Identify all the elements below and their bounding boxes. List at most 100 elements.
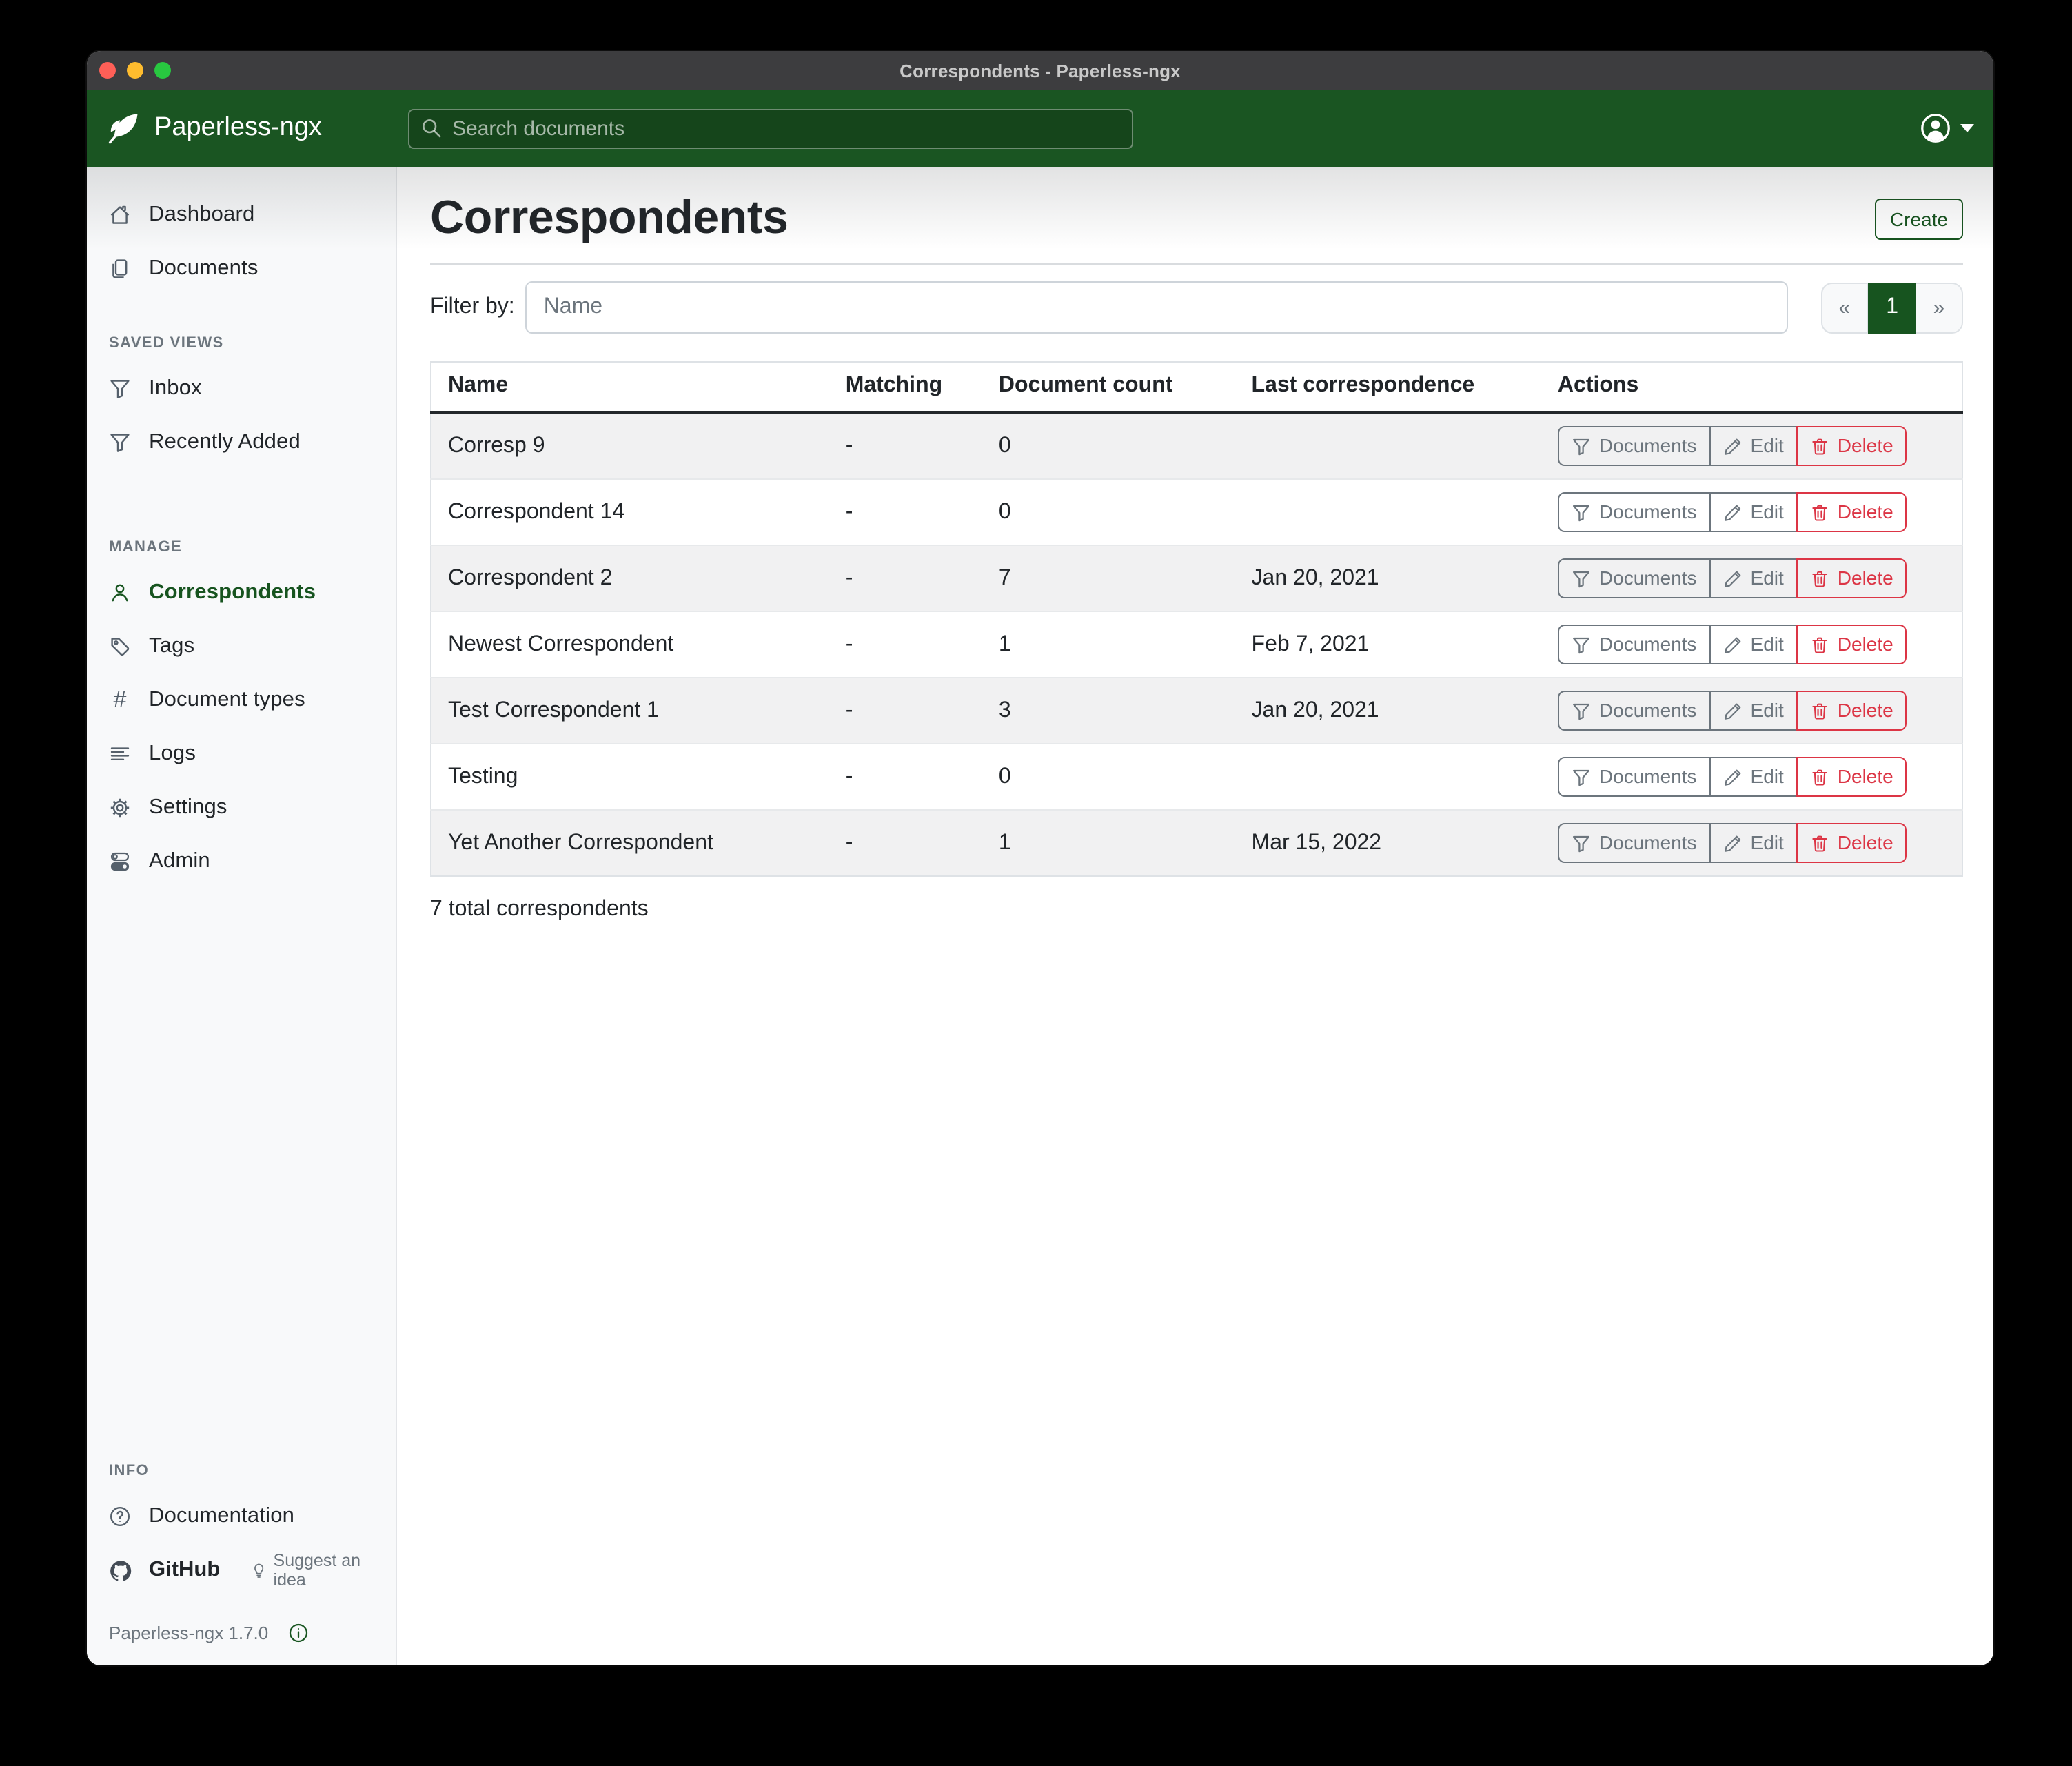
table-row: Correspondent 14 - 0 Documents [431, 479, 1962, 545]
funnel-icon [1572, 701, 1591, 720]
sidebar-item-dashboard[interactable]: Dashboard [87, 194, 396, 236]
documents-button[interactable]: Documents [1557, 823, 1711, 863]
edit-button[interactable]: Edit [1709, 492, 1798, 532]
trash-icon [1810, 767, 1829, 786]
sidebar-item-documentation[interactable]: Documentation [87, 1496, 396, 1537]
top-navbar: Paperless-ngx [87, 90, 1993, 167]
funnel-icon [109, 432, 131, 454]
column-header-matching[interactable]: Matching [829, 362, 982, 414]
zoom-window-button[interactable] [154, 62, 171, 79]
pencil-icon [1723, 569, 1743, 588]
cell-matching: - [845, 566, 853, 589]
documents-button[interactable]: Documents [1557, 625, 1711, 664]
documents-button[interactable]: Documents [1557, 757, 1711, 797]
name-filter-input[interactable] [525, 281, 1788, 334]
sidebar-item-github[interactable]: GitHub [109, 1558, 220, 1583]
brand[interactable]: Paperless-ngx [106, 110, 408, 146]
person-circle-icon [1920, 113, 1951, 143]
user-menu[interactable] [1920, 113, 1974, 143]
info-circle-icon[interactable] [287, 1623, 308, 1643]
cell-document-count: 0 [998, 764, 1011, 788]
sidebar-section-manage: MANAGE [109, 539, 183, 556]
documents-button[interactable]: Documents [1557, 691, 1711, 731]
macos-titlebar: Correspondents - Paperless-ngx [87, 51, 1993, 90]
cell-matching: - [845, 434, 853, 457]
sidebar-item-label: Admin [149, 849, 210, 873]
minimize-window-button[interactable] [127, 62, 143, 79]
column-header-document-count[interactable]: Document count [982, 362, 1235, 414]
sidebar-item-label: Suggest an idea [273, 1551, 361, 1590]
delete-button[interactable]: Delete [1796, 558, 1907, 598]
sidebar-item-label: Inbox [149, 376, 202, 400]
edit-button[interactable]: Edit [1709, 823, 1798, 863]
delete-button[interactable]: Delete [1796, 757, 1907, 797]
documents-button[interactable]: Documents [1557, 426, 1711, 466]
brand-name: Paperless-ngx [154, 113, 322, 142]
sidebar-item-inbox[interactable]: Inbox [87, 368, 396, 409]
column-header-name[interactable]: Name [431, 362, 829, 414]
cell-actions: Documents Edit [1541, 412, 1962, 479]
sidebar-item-label: Correspondents [149, 580, 316, 604]
trash-icon [1810, 833, 1829, 853]
table-row: Newest Correspondent - 1 Feb 7, 2021 Doc… [431, 611, 1962, 678]
filter-row: Filter by: « 1 » [430, 281, 1963, 334]
funnel-icon [1572, 436, 1591, 456]
cell-last-correspondence [1235, 479, 1541, 545]
funnel-icon [109, 378, 131, 400]
delete-button[interactable]: Delete [1796, 625, 1907, 664]
gear-icon [109, 797, 131, 819]
cell-last-correspondence: Jan 20, 2021 [1251, 566, 1379, 589]
edit-button[interactable]: Edit [1709, 558, 1798, 598]
sidebar-item-tags[interactable]: Tags [87, 626, 396, 667]
trash-icon [1810, 635, 1829, 654]
edit-button[interactable]: Edit [1709, 426, 1798, 466]
sidebar-item-documents[interactable]: Documents [87, 248, 396, 290]
window-controls [99, 51, 171, 90]
sidebar-item-logs[interactable]: Logs [87, 733, 396, 775]
table-row: Testing - 0 Documents [431, 744, 1962, 810]
edit-button[interactable]: Edit [1709, 625, 1798, 664]
documents-button[interactable]: Documents [1557, 558, 1711, 598]
pagination-prev-button[interactable]: « [1820, 282, 1869, 333]
hash-icon: # [113, 687, 127, 713]
total-count: 7 total correspondents [430, 897, 649, 921]
column-header-last-correspondence[interactable]: Last correspondence [1235, 362, 1541, 414]
text-lines-icon [109, 743, 131, 765]
question-circle-icon [109, 1505, 131, 1528]
pagination-next-button[interactable]: » [1916, 282, 1963, 333]
sidebar-item-recently-added[interactable]: Recently Added [87, 422, 396, 463]
sidebar-item-document-types[interactable]: # Document types [87, 680, 396, 721]
delete-button[interactable]: Delete [1796, 691, 1907, 731]
pencil-icon [1723, 436, 1743, 456]
delete-button[interactable]: Delete [1796, 426, 1907, 466]
cell-matching: - [845, 500, 853, 523]
pagination-page-1[interactable]: 1 [1868, 282, 1916, 333]
cell-document-count: 1 [998, 831, 1011, 854]
sidebar-item-correspondents[interactable]: Correspondents [87, 572, 396, 613]
column-header-actions: Actions [1541, 362, 1962, 414]
cell-document-count: 3 [998, 698, 1011, 722]
sidebar-item-label: Settings [149, 795, 227, 819]
sidebar-item-settings[interactable]: Settings [87, 787, 396, 829]
sidebar-item-label: Document types [149, 688, 305, 711]
edit-button[interactable]: Edit [1709, 757, 1798, 797]
sidebar-item-label: Documents [149, 256, 258, 280]
sidebar-item-label: GitHub [149, 1558, 221, 1581]
main-panel: Correspondents Create Filter by: « 1 » [397, 167, 1993, 1665]
sidebar-github-row: GitHub Suggest an idea [87, 1550, 396, 1591]
chevron-down-icon [1960, 124, 1974, 132]
cell-name: Corresp 9 [448, 434, 545, 457]
person-icon [109, 582, 131, 604]
sidebar-item-label: Logs [149, 742, 196, 765]
leaf-logo-icon [106, 110, 142, 146]
search-input[interactable] [408, 108, 1133, 148]
sidebar-item-suggest-idea[interactable]: Suggest an idea [250, 1551, 385, 1590]
cell-name: Yet Another Correspondent [448, 831, 713, 854]
documents-button[interactable]: Documents [1557, 492, 1711, 532]
delete-button[interactable]: Delete [1796, 823, 1907, 863]
delete-button[interactable]: Delete [1796, 492, 1907, 532]
close-window-button[interactable] [99, 62, 116, 79]
sidebar-item-admin[interactable]: Admin [87, 841, 396, 882]
create-button[interactable]: Create [1874, 198, 1963, 239]
edit-button[interactable]: Edit [1709, 691, 1798, 731]
